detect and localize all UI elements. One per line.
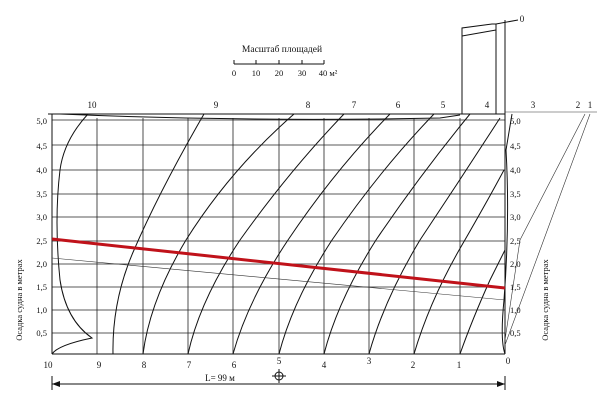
deck-outline bbox=[48, 19, 597, 120]
draft-label: 5,0 bbox=[36, 116, 47, 126]
draft-label: 2,0 bbox=[36, 259, 47, 269]
draft-label: 4,0 bbox=[510, 165, 521, 175]
scale-tick-label: 10 bbox=[252, 68, 261, 78]
station-label: 4 bbox=[485, 100, 490, 110]
axis-label-left: Осадка судна в метрах bbox=[14, 258, 24, 340]
station-label: 1 bbox=[588, 100, 593, 110]
draft-label: 3,5 bbox=[36, 189, 47, 199]
area-scale: Масштаб площадей 0 10 20 30 40 м² bbox=[232, 44, 338, 78]
station-label: 6 bbox=[232, 360, 237, 370]
draft-labels-right: 5,0 4,5 4,0 3,5 3,0 2,5 2,0 1,5 1,0 0,5 bbox=[510, 116, 521, 338]
station-label: 2 bbox=[411, 360, 416, 370]
draft-label: 1,0 bbox=[510, 305, 521, 315]
station-label: 7 bbox=[187, 360, 192, 370]
station-labels-bottom: 10 9 8 7 6 5 4 3 2 1 0 bbox=[44, 356, 511, 370]
bonjean-curve-3 bbox=[368, 117, 501, 355]
station-label: 0 bbox=[506, 356, 511, 366]
draft-label: 0,5 bbox=[510, 328, 521, 338]
bonjean-curve-9 bbox=[112, 113, 205, 355]
station-label: 10 bbox=[44, 360, 54, 370]
bonjean-curve-8 bbox=[142, 113, 295, 355]
station-label: 6 bbox=[396, 100, 401, 110]
scale-tick-label: 20 bbox=[275, 68, 284, 78]
draft-label: 1,5 bbox=[510, 282, 521, 292]
bonjean-curve-2 bbox=[413, 169, 505, 355]
station-label: 5 bbox=[441, 100, 446, 110]
scale-tick-label: 30 bbox=[298, 68, 307, 78]
axis-label-right: Осадка судна в метрах bbox=[540, 258, 550, 340]
scale-title: Масштаб площадей bbox=[242, 44, 322, 55]
draft-label: 2,5 bbox=[36, 236, 47, 246]
draft-label: 2,5 bbox=[510, 236, 521, 246]
station-label: 0 bbox=[520, 14, 525, 24]
station-label: 5 bbox=[277, 356, 282, 366]
scale-tick-label: 0 bbox=[232, 68, 236, 78]
bonjean-curve-7 bbox=[187, 113, 345, 355]
station-label: 3 bbox=[531, 100, 536, 110]
station-label: 2 bbox=[576, 100, 581, 110]
station-label: 4 bbox=[322, 360, 327, 370]
station-labels-top: 10 9 8 7 6 5 4 3 2 1 0 bbox=[88, 14, 593, 110]
length-label: L= 99 м bbox=[205, 373, 235, 383]
draft-label: 4,5 bbox=[36, 141, 47, 151]
draft-label: 2,0 bbox=[510, 259, 521, 269]
bonjean-curve-1 bbox=[459, 249, 506, 355]
draft-label: 3,5 bbox=[510, 189, 521, 199]
station-label: 1 bbox=[457, 360, 462, 370]
draft-label: 0,5 bbox=[36, 328, 47, 338]
draft-label: 4,5 bbox=[510, 141, 521, 151]
bonjean-curve-6 bbox=[232, 113, 391, 355]
draft-label: 4,0 bbox=[36, 165, 47, 175]
draft-label: 3,0 bbox=[510, 212, 521, 222]
length-dimension: L= 99 м bbox=[51, 369, 506, 390]
midship-symbol-icon bbox=[272, 369, 286, 383]
station-label: 9 bbox=[214, 100, 219, 110]
scale-tick-label: 40 м² bbox=[319, 68, 338, 78]
station-label: 8 bbox=[142, 360, 147, 370]
draft-label: 5,0 bbox=[510, 116, 521, 126]
bonjean-curve-4 bbox=[323, 113, 471, 355]
hull-ends bbox=[51, 113, 591, 355]
station-label: 7 bbox=[352, 100, 357, 110]
bonjean-curves bbox=[112, 113, 506, 355]
station-label: 9 bbox=[97, 360, 102, 370]
draft-label: 1,0 bbox=[36, 305, 47, 315]
draft-label: 1,5 bbox=[36, 282, 47, 292]
trim-waterline bbox=[51, 237, 506, 290]
bonjean-curve-5 bbox=[278, 113, 435, 355]
station-label: 8 bbox=[306, 100, 311, 110]
station-label: 10 bbox=[88, 100, 98, 110]
draft-label: 3,0 bbox=[36, 212, 47, 222]
station-label: 3 bbox=[367, 356, 372, 366]
reference-waterline bbox=[51, 257, 506, 301]
draft-labels-left: 5,0 4,5 4,0 3,5 3,0 2,5 2,0 1,5 1,0 0,5 bbox=[36, 116, 47, 338]
